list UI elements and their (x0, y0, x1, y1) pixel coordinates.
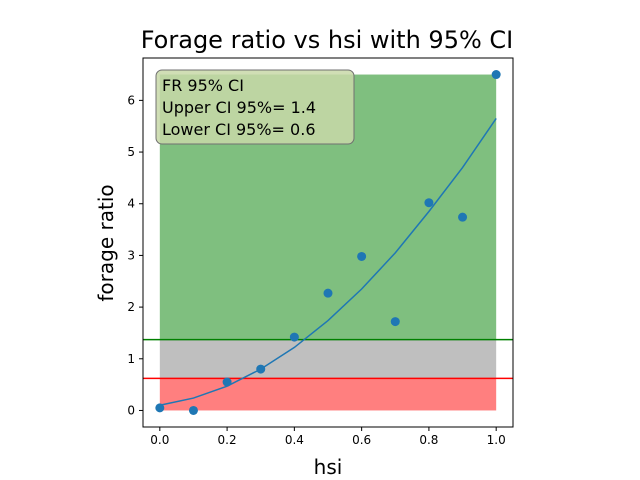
y-tick-label: 2 (127, 300, 135, 314)
y-tick-label: 1 (127, 352, 135, 366)
y-tick-label: 5 (127, 145, 135, 159)
annotation-background (155, 69, 355, 145)
data-point (256, 364, 266, 374)
annotation-line-3: Lower CI 95%= 0.6 (162, 120, 316, 139)
ci-band-2 (159, 378, 497, 411)
y-axis-label: forage ratio (94, 184, 118, 301)
data-point (491, 70, 501, 80)
y-tick-label: 6 (127, 93, 135, 107)
data-point (289, 332, 299, 342)
data-point (357, 251, 367, 261)
x-tick-label: 0.4 (285, 433, 304, 447)
x-tick-label: 0.8 (419, 433, 438, 447)
ci-band-1 (159, 339, 497, 379)
data-point (458, 212, 468, 222)
x-axis-label: hsi (314, 455, 343, 479)
x-tick-label: 0.0 (150, 433, 169, 447)
annotation-line-1: FR 95% CI (162, 76, 244, 95)
annotation-box: FR 95% CI Upper CI 95%= 1.4 Lower CI 95%… (155, 69, 355, 145)
y-tick-label: 4 (127, 197, 135, 211)
x-tick-label: 1.0 (487, 433, 506, 447)
data-point (390, 317, 400, 327)
plot-frame (142, 57, 514, 428)
y-tick-label: 3 (127, 248, 135, 262)
x-tick-label: 0.6 (352, 433, 371, 447)
data-point (323, 288, 333, 298)
fit-line (159, 118, 497, 407)
data-point (222, 377, 232, 387)
y-tick-label: 0 (127, 403, 135, 417)
annotation-line-2: Upper CI 95%= 1.4 (162, 98, 316, 117)
x-tick-label: 0.2 (218, 433, 237, 447)
data-point (424, 198, 434, 208)
data-point (188, 405, 198, 415)
data-point (155, 403, 165, 413)
chart-title: Forage ratio vs hsi with 95% CI (141, 26, 514, 54)
